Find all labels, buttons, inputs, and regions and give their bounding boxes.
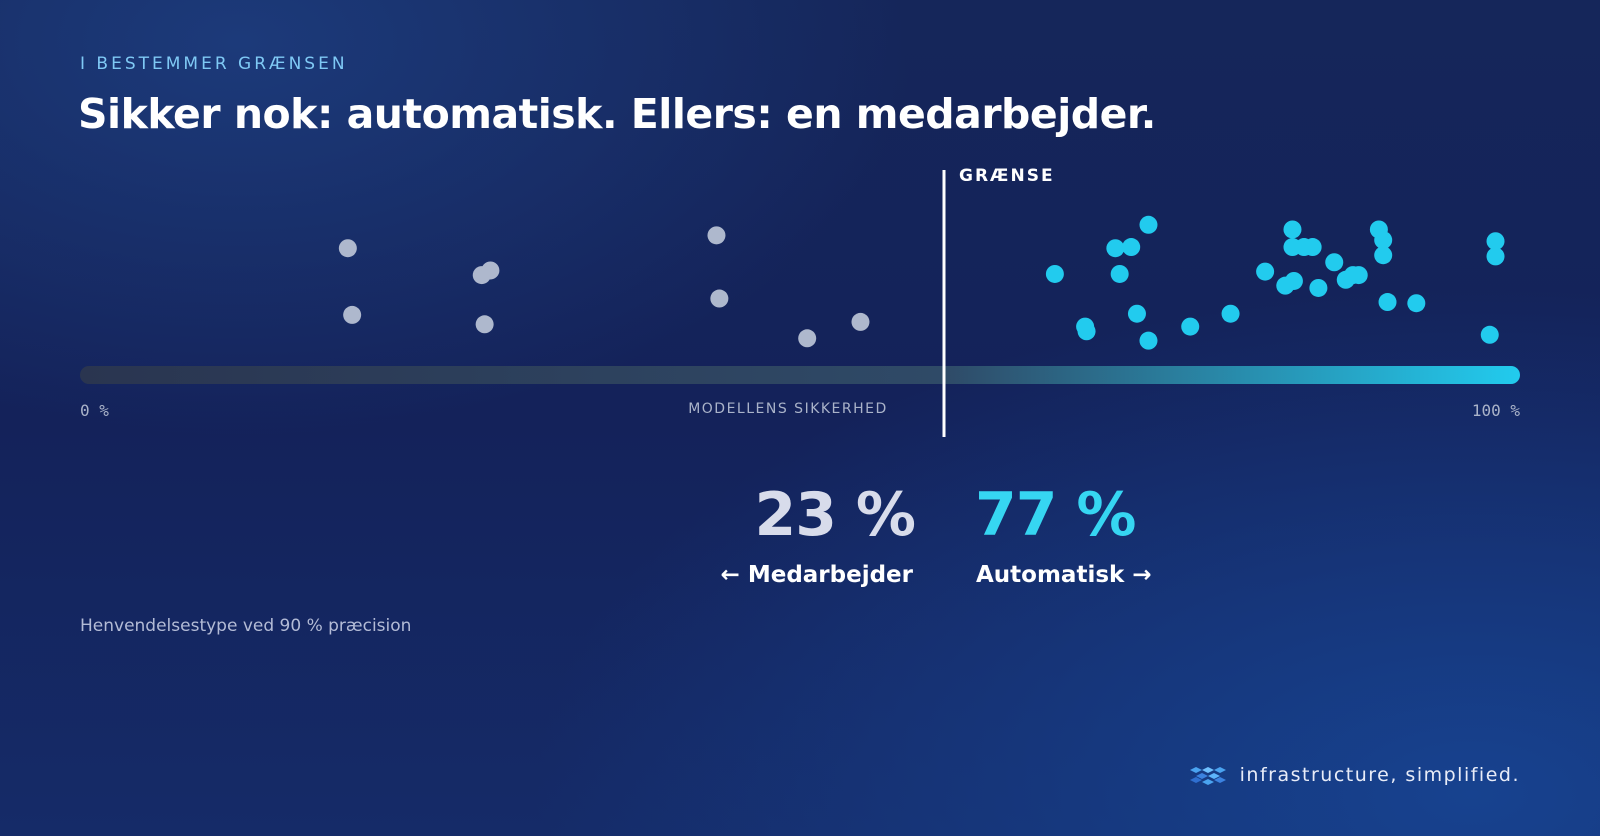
chart-footnote: Henvendelsestype ved 90 % præcision [80,616,412,636]
data-point [1221,304,1240,323]
brand-tagline: infrastructure, simplified. [1239,764,1520,786]
share-automatic-label: Automatisk → [976,562,1152,588]
data-point [481,261,500,280]
data-point [1284,271,1303,290]
brand-footer: infrastructure, simplified. [1186,760,1520,790]
data-point [1283,220,1302,239]
data-point [1374,246,1393,265]
x-axis-label: MODELLENS SIKKERHED [688,401,888,417]
data-point [851,312,870,331]
data-point [1110,264,1129,283]
eyebrow-label: I BESTEMMER GRÆNSEN [80,54,348,74]
cube-logo-icon [1189,767,1226,785]
data-point [1309,278,1328,297]
data-point [343,305,362,324]
data-point [1181,317,1200,336]
data-point [1256,262,1275,281]
x-tick-max: 100 % [1472,401,1521,420]
data-point [1045,264,1064,283]
data-point [1077,322,1096,341]
data-point [1325,253,1344,272]
data-point [1349,266,1368,285]
data-point [710,289,729,308]
data-point [1486,247,1505,266]
x-tick-min: 0 % [80,401,109,420]
scatter-points [338,215,1505,350]
data-point [1122,238,1141,257]
data-point [1139,215,1158,234]
data-point [1374,231,1393,250]
data-point [1480,325,1499,344]
threshold-scatter-chart: GRÆNSE 0 % MODELLENS SIKKERHED 100 % [80,166,1521,437]
data-point [475,315,494,334]
data-point [798,329,817,348]
data-point [1106,239,1125,258]
data-point [1303,238,1322,257]
share-manual-label: ← Medarbejder [720,562,913,588]
data-point [707,226,726,245]
threshold-label: GRÆNSE [959,166,1055,186]
data-point [1139,331,1158,350]
share-automatic-value: 77 % [975,480,1137,550]
share-manual-value: 23 % [754,480,916,550]
data-point [1127,304,1146,323]
data-point [1378,293,1397,312]
confidence-track [80,366,1520,384]
data-point [1486,232,1505,251]
data-point [338,239,357,258]
data-point [1407,294,1426,313]
page-title: Sikker nok: automatisk. Ellers: en medar… [78,90,1156,138]
